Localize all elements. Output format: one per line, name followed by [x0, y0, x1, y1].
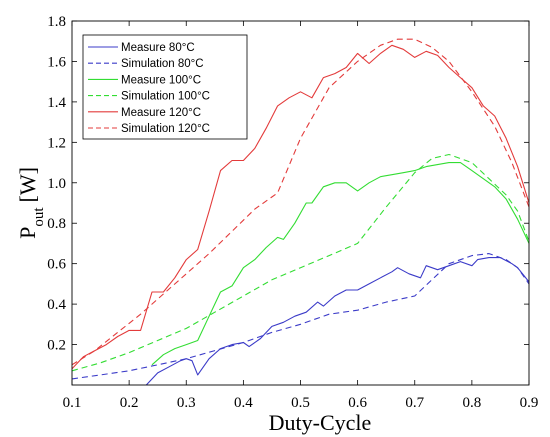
x-tick-label: 0.3	[177, 395, 196, 411]
y-tick-label: 0.2	[47, 338, 66, 354]
x-tick-label: 0.8	[463, 395, 482, 411]
x-tick-label: 0.1	[63, 395, 82, 411]
ticks-layer: 0.1 0.2 0.3 0.4 0.5 0.6 0.7 0.8 0.9 0.2 0.4 0.6 0.8 1…	[47, 14, 538, 411]
y-axis-label-unit: [W]	[15, 167, 40, 202]
x-tick-label: 0.6	[348, 395, 367, 411]
y-tick-label: 0.4	[47, 297, 66, 313]
x-tick-label: 0.2	[120, 395, 139, 411]
legend-box	[82, 34, 248, 140]
x-tick-label: 0.7	[405, 395, 424, 411]
x-tick-label: 0.9	[520, 395, 539, 411]
series-line-5	[72, 44, 529, 370]
legend-label-5: Measure 120°C	[121, 107, 201, 119]
legend-label-2: Simulation 80°C	[121, 58, 204, 70]
y-tick-label: 1.6	[47, 54, 66, 70]
y-tick-label: 1.0	[47, 176, 66, 192]
y-tick-label: 1.2	[47, 135, 66, 151]
y-tick-label: 1.4	[47, 95, 66, 111]
y-axis-label-sub: out	[31, 207, 47, 227]
series-line-2	[72, 253, 529, 380]
series-line-1	[145, 257, 529, 385]
y-tick-label: 1.8	[47, 14, 66, 30]
legend: Measure 80°C Simulation 80°C Measure 100°C…	[82, 34, 248, 140]
y-tick-label: 0.6	[47, 257, 66, 273]
series-line-6	[72, 38, 529, 366]
legend-label-1: Measure 80°C	[121, 42, 195, 54]
x-tick-label: 0.5	[291, 395, 310, 411]
legend-label-3: Measure 100°C	[121, 74, 201, 86]
y-axis-label: Pout [W]	[15, 167, 47, 239]
legend-label-6: Simulation 120°C	[121, 123, 210, 135]
legend-label-4: Simulation 100°C	[121, 91, 210, 103]
y-tick-label: 0.8	[47, 216, 66, 232]
x-axis-label: Duty-Cycle	[269, 410, 372, 435]
series-layer	[72, 38, 529, 385]
x-tick-label: 0.4	[234, 395, 253, 411]
series-line-3	[151, 162, 529, 366]
y-axis-label-main: P	[15, 227, 40, 239]
